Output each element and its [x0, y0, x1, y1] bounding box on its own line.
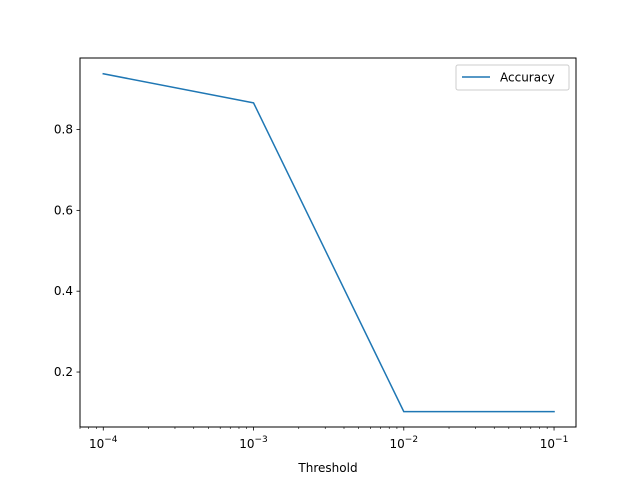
x-tick-label: 10−1 — [540, 435, 569, 451]
series-line-accuracy — [102, 72, 555, 413]
y-tick-label: 0.2 — [54, 365, 73, 379]
y-tick-label: 0.4 — [54, 284, 73, 298]
x-tick-label: 10−4 — [89, 435, 118, 451]
legend: Accuracy — [455, 64, 570, 91]
x-axis-label: Threshold — [297, 461, 357, 475]
y-axis-ticks: 0.2 0.4 0.6 0.8 — [54, 123, 80, 379]
y-tick-label: 0.6 — [54, 203, 73, 217]
x-tick-label: 10−3 — [239, 435, 268, 451]
y-tick-label: 0.8 — [54, 123, 73, 137]
axes-frame — [79, 57, 577, 428]
legend-box — [455, 64, 570, 91]
plot-area — [79, 57, 577, 428]
legend-label-accuracy: Accuracy — [500, 71, 555, 85]
series-layer — [102, 72, 555, 413]
x-axis-ticks: 10−4 10−3 10−2 10−1 — [79, 427, 569, 451]
x-tick-label: 10−2 — [390, 435, 419, 451]
